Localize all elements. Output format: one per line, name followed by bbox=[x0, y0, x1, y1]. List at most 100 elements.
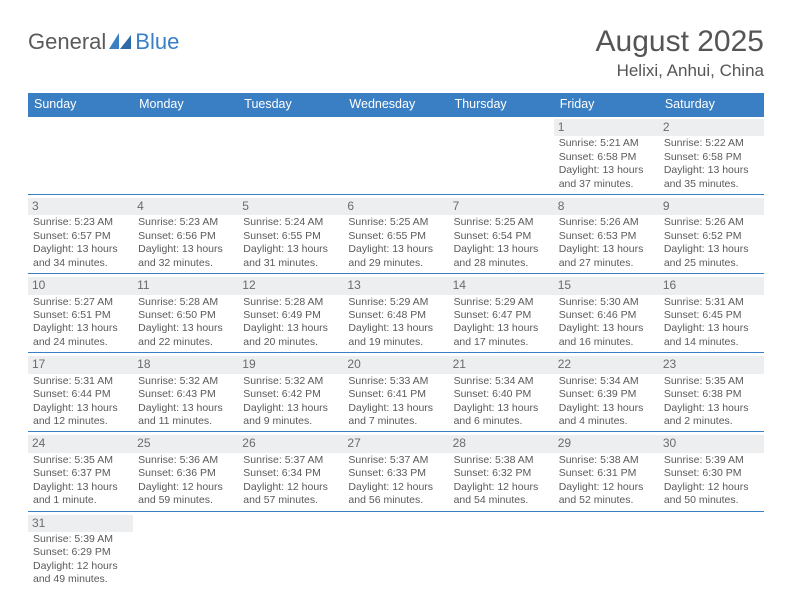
sunrise-text: Sunrise: 5:38 AM bbox=[454, 454, 549, 467]
daylight-text: Daylight: 13 hours and 20 minutes. bbox=[243, 322, 338, 349]
calendar-day-cell: 18Sunrise: 5:32 AMSunset: 6:43 PMDayligh… bbox=[133, 354, 238, 431]
sunrise-text: Sunrise: 5:36 AM bbox=[138, 454, 233, 467]
calendar-day-cell bbox=[133, 513, 238, 590]
weekday-header: Wednesday bbox=[343, 93, 448, 116]
daylight-text: Daylight: 13 hours and 17 minutes. bbox=[454, 322, 549, 349]
sunrise-text: Sunrise: 5:23 AM bbox=[138, 216, 233, 229]
day-number: 4 bbox=[133, 198, 238, 215]
day-number: 1 bbox=[554, 119, 659, 136]
sunrise-text: Sunrise: 5:39 AM bbox=[664, 454, 759, 467]
sunrise-text: Sunrise: 5:25 AM bbox=[454, 216, 549, 229]
daylight-text: Daylight: 13 hours and 22 minutes. bbox=[138, 322, 233, 349]
daylight-text: Daylight: 13 hours and 34 minutes. bbox=[33, 243, 128, 270]
day-number: 29 bbox=[554, 435, 659, 452]
sunrise-text: Sunrise: 5:34 AM bbox=[454, 375, 549, 388]
day-number: 5 bbox=[238, 198, 343, 215]
daylight-text: Daylight: 12 hours and 50 minutes. bbox=[664, 481, 759, 508]
calendar-day-cell: 10Sunrise: 5:27 AMSunset: 6:51 PMDayligh… bbox=[28, 275, 133, 352]
sunrise-text: Sunrise: 5:29 AM bbox=[454, 296, 549, 309]
day-number: 7 bbox=[449, 198, 554, 215]
day-number: 14 bbox=[449, 277, 554, 294]
calendar-day-cell: 14Sunrise: 5:29 AMSunset: 6:47 PMDayligh… bbox=[449, 275, 554, 352]
calendar-day-cell: 24Sunrise: 5:35 AMSunset: 6:37 PMDayligh… bbox=[28, 433, 133, 510]
weekday-header: Sunday bbox=[28, 93, 133, 116]
sunrise-text: Sunrise: 5:35 AM bbox=[664, 375, 759, 388]
sunset-text: Sunset: 6:32 PM bbox=[454, 467, 549, 480]
day-number: 8 bbox=[554, 198, 659, 215]
weekday-header: Friday bbox=[554, 93, 659, 116]
calendar-day-cell: 5Sunrise: 5:24 AMSunset: 6:55 PMDaylight… bbox=[238, 196, 343, 273]
sunset-text: Sunset: 6:45 PM bbox=[664, 309, 759, 322]
sunrise-text: Sunrise: 5:34 AM bbox=[559, 375, 654, 388]
calendar-day-cell: 4Sunrise: 5:23 AMSunset: 6:56 PMDaylight… bbox=[133, 196, 238, 273]
sunset-text: Sunset: 6:40 PM bbox=[454, 388, 549, 401]
day-number: 11 bbox=[133, 277, 238, 294]
calendar-day-cell: 30 Sunrise: 5:39 AMSunset: 6:30 PMDayligh… bbox=[659, 433, 764, 510]
day-number: 30 bbox=[659, 435, 764, 452]
calendar-day-cell: 31Sunrise: 5:39 AMSunset: 6:29 PMDayligh… bbox=[28, 513, 133, 590]
sunset-text: Sunset: 6:50 PM bbox=[138, 309, 233, 322]
daylight-text: Daylight: 13 hours and 29 minutes. bbox=[348, 243, 443, 270]
sunset-text: Sunset: 6:58 PM bbox=[664, 151, 759, 164]
calendar-day-cell: 2Sunrise: 5:22 AMSunset: 6:58 PMDaylight… bbox=[659, 116, 764, 194]
weekday-header: Thursday bbox=[449, 93, 554, 116]
sunset-text: Sunset: 6:34 PM bbox=[243, 467, 338, 480]
calendar-day-cell: 3Sunrise: 5:23 AMSunset: 6:57 PMDaylight… bbox=[28, 196, 133, 273]
sunrise-text: Sunrise: 5:26 AM bbox=[664, 216, 759, 229]
sunrise-text: Sunrise: 5:27 AM bbox=[33, 296, 128, 309]
daylight-text: Daylight: 13 hours and 27 minutes. bbox=[559, 243, 654, 270]
sunrise-text: Sunrise: 5:28 AM bbox=[243, 296, 338, 309]
day-number: 3 bbox=[28, 198, 133, 215]
daylight-text: Daylight: 12 hours and 49 minutes. bbox=[33, 560, 128, 587]
day-number: 25 bbox=[133, 435, 238, 452]
sunrise-text: Sunrise: 5:33 AM bbox=[348, 375, 443, 388]
calendar-week-row: 3Sunrise: 5:23 AMSunset: 6:57 PMDaylight… bbox=[28, 196, 764, 273]
logo-text-2: Blue bbox=[135, 29, 179, 55]
day-number: 31 bbox=[28, 515, 133, 532]
sunrise-text: Sunrise: 5:30 AM bbox=[559, 296, 654, 309]
calendar-day-cell bbox=[238, 513, 343, 590]
day-number: 16 bbox=[659, 277, 764, 294]
calendar-day-cell: 25Sunrise: 5:36 AMSunset: 6:36 PMDayligh… bbox=[133, 433, 238, 510]
sunset-text: Sunset: 6:53 PM bbox=[559, 230, 654, 243]
calendar-day-cell: 20Sunrise: 5:33 AMSunset: 6:41 PMDayligh… bbox=[343, 354, 448, 431]
sunrise-text: Sunrise: 5:28 AM bbox=[138, 296, 233, 309]
daylight-text: Daylight: 13 hours and 35 minutes. bbox=[664, 164, 759, 191]
sunset-text: Sunset: 6:57 PM bbox=[33, 230, 128, 243]
sunset-text: Sunset: 6:44 PM bbox=[33, 388, 128, 401]
sunset-text: Sunset: 6:55 PM bbox=[243, 230, 338, 243]
sunset-text: Sunset: 6:48 PM bbox=[348, 309, 443, 322]
sunset-text: Sunset: 6:29 PM bbox=[33, 546, 128, 559]
calendar-day-cell bbox=[449, 116, 554, 194]
calendar: Sunday Monday Tuesday Wednesday Thursday… bbox=[28, 93, 764, 590]
sunset-text: Sunset: 6:31 PM bbox=[559, 467, 654, 480]
weekday-header: Tuesday bbox=[238, 93, 343, 116]
daylight-text: Daylight: 13 hours and 1 minute. bbox=[33, 481, 128, 508]
sunset-text: Sunset: 6:30 PM bbox=[664, 467, 759, 480]
calendar-day-cell bbox=[343, 513, 448, 590]
daylight-text: Daylight: 13 hours and 14 minutes. bbox=[664, 322, 759, 349]
daylight-text: Daylight: 12 hours and 57 minutes. bbox=[243, 481, 338, 508]
logo-sail-icon bbox=[107, 31, 133, 53]
day-number: 13 bbox=[343, 277, 448, 294]
sunset-text: Sunset: 6:51 PM bbox=[33, 309, 128, 322]
sunset-text: Sunset: 6:33 PM bbox=[348, 467, 443, 480]
daylight-text: Daylight: 13 hours and 25 minutes. bbox=[664, 243, 759, 270]
weekday-header-row: Sunday Monday Tuesday Wednesday Thursday… bbox=[28, 93, 764, 116]
calendar-day-cell bbox=[28, 116, 133, 194]
calendar-day-cell bbox=[659, 513, 764, 590]
daylight-text: Daylight: 13 hours and 32 minutes. bbox=[138, 243, 233, 270]
sunset-text: Sunset: 6:58 PM bbox=[559, 151, 654, 164]
calendar-day-cell: 16Sunrise: 5:31 AMSunset: 6:45 PMDayligh… bbox=[659, 275, 764, 352]
sunrise-text: Sunrise: 5:32 AM bbox=[243, 375, 338, 388]
calendar-week-row: 17Sunrise: 5:31 AMSunset: 6:44 PMDayligh… bbox=[28, 354, 764, 431]
calendar-day-cell: 19Sunrise: 5:32 AMSunset: 6:42 PMDayligh… bbox=[238, 354, 343, 431]
weekday-header: Saturday bbox=[659, 93, 764, 116]
sunrise-text: Sunrise: 5:32 AM bbox=[138, 375, 233, 388]
daylight-text: Daylight: 13 hours and 28 minutes. bbox=[454, 243, 549, 270]
sunset-text: Sunset: 6:54 PM bbox=[454, 230, 549, 243]
calendar-day-cell bbox=[449, 513, 554, 590]
calendar-day-cell: 11 Sunrise: 5:28 AMSunset: 6:50 PMDayligh… bbox=[133, 275, 238, 352]
sunrise-text: Sunrise: 5:22 AM bbox=[664, 137, 759, 150]
day-number: 26 bbox=[238, 435, 343, 452]
